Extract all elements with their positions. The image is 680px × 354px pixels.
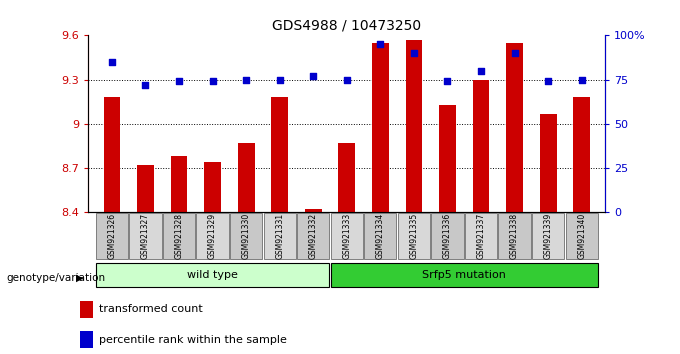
Point [375,41,386,47]
FancyBboxPatch shape [197,213,228,259]
Bar [540,114,556,212]
FancyBboxPatch shape [498,213,530,259]
Point [274,77,285,82]
Text: GSM921338: GSM921338 [510,213,519,259]
FancyBboxPatch shape [431,213,464,259]
Point [308,73,319,79]
FancyBboxPatch shape [96,213,128,259]
FancyBboxPatch shape [96,263,329,287]
Bar [171,156,188,212]
Text: GSM921332: GSM921332 [309,213,318,259]
Text: GSM921339: GSM921339 [543,213,553,259]
Text: GSM921336: GSM921336 [443,213,452,259]
Point [543,79,554,84]
Text: transformed count: transformed count [99,304,203,314]
FancyBboxPatch shape [330,213,363,259]
Bar [80,301,93,318]
Bar [305,210,322,212]
Text: GSM921333: GSM921333 [342,213,352,259]
Title: GDS4988 / 10473250: GDS4988 / 10473250 [272,19,422,33]
Point [140,82,151,88]
FancyBboxPatch shape [163,213,195,259]
Point [442,79,453,84]
Text: GSM921328: GSM921328 [175,213,184,259]
Bar [137,165,154,212]
Bar [339,143,355,212]
FancyBboxPatch shape [129,213,162,259]
Text: GSM921326: GSM921326 [107,213,116,259]
Text: GSM921329: GSM921329 [208,213,217,259]
Text: Srfp5 mutation: Srfp5 mutation [422,270,506,280]
Text: GSM921334: GSM921334 [376,213,385,259]
Point [207,79,218,84]
Point [173,79,184,84]
Point [341,77,352,82]
Bar [80,331,93,348]
Text: GSM921335: GSM921335 [409,213,418,259]
Text: ▶: ▶ [76,273,84,283]
Bar [439,105,456,212]
FancyBboxPatch shape [264,213,296,259]
Text: percentile rank within the sample: percentile rank within the sample [99,335,287,344]
Bar [473,80,490,212]
FancyBboxPatch shape [297,213,329,259]
FancyBboxPatch shape [465,213,497,259]
Text: genotype/variation: genotype/variation [7,273,106,283]
Point [241,77,252,82]
Bar [405,40,422,212]
Bar [103,97,120,212]
FancyBboxPatch shape [364,213,396,259]
FancyBboxPatch shape [532,213,564,259]
Bar [204,162,221,212]
Point [409,50,420,56]
Text: GSM921330: GSM921330 [241,213,251,259]
Point [107,59,118,65]
Bar [506,43,523,212]
Point [576,77,587,82]
FancyBboxPatch shape [398,213,430,259]
Bar [238,143,254,212]
Text: GSM921327: GSM921327 [141,213,150,259]
FancyBboxPatch shape [566,213,598,259]
Bar [573,97,590,212]
FancyBboxPatch shape [230,213,262,259]
Text: GSM921337: GSM921337 [477,213,486,259]
Bar [372,43,389,212]
Text: GSM921340: GSM921340 [577,213,586,259]
Point [475,68,486,74]
FancyBboxPatch shape [330,263,598,287]
Text: GSM921331: GSM921331 [275,213,284,259]
Text: wild type: wild type [187,270,238,280]
Bar [271,97,288,212]
Point [509,50,520,56]
